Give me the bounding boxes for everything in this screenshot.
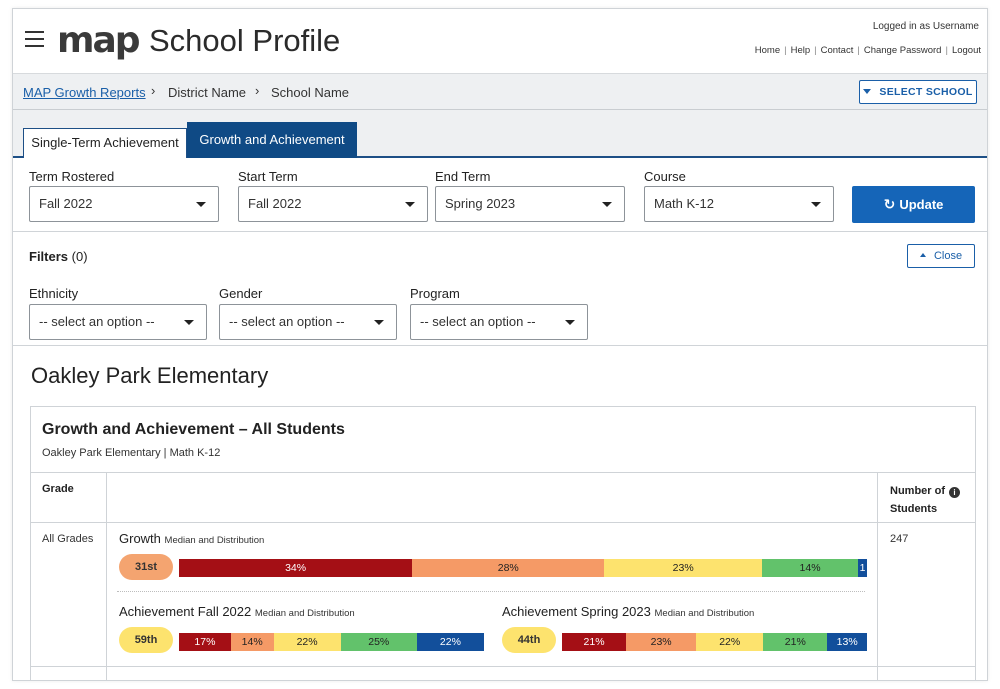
- ach_fall-segment: 25%: [340, 633, 417, 651]
- growth-segment: 28%: [412, 559, 605, 577]
- divider: [31, 522, 975, 523]
- tab-single-term-achievement[interactable]: Single-Term Achievement: [23, 128, 187, 158]
- menu-icon[interactable]: [25, 31, 45, 47]
- end-term-select[interactable]: Spring 2023: [435, 186, 625, 222]
- gender-label: Gender: [219, 286, 263, 301]
- growth-segment: 34%: [179, 559, 413, 577]
- growth-segment: 1: [858, 559, 867, 577]
- achievement-fall-distribution-bar: 17% 14% 22% 25% 22%: [179, 633, 484, 651]
- ethnicity-select[interactable]: -- select an option --: [29, 304, 207, 340]
- breadcrumb-map-growth-reports[interactable]: MAP Growth Reports: [23, 85, 146, 100]
- app-window: map School Profile Logged in as Username…: [12, 8, 988, 681]
- breadcrumb-separator: ›: [151, 83, 156, 98]
- logged-in-text: Logged in as Username: [872, 21, 979, 32]
- ach_spring-segment: 23%: [626, 633, 697, 651]
- achievement-spring-title: Achievement Spring 2023 Median and Distr…: [502, 604, 755, 619]
- growth-distribution-bar: 34% 28% 23% 14% 1: [179, 559, 867, 577]
- caret-down-icon: [811, 202, 821, 207]
- info-icon[interactable]: i: [949, 487, 960, 498]
- program-label: Program: [410, 286, 460, 301]
- card-subtitle: Oakley Park Elementary | Math K-12: [42, 447, 221, 459]
- caret-up-icon: [919, 253, 926, 257]
- select-school-button[interactable]: SELECT SCHOOL: [859, 80, 977, 104]
- term-rostered-label: Term Rostered: [29, 169, 115, 184]
- column-header-grade: Grade: [42, 483, 74, 495]
- caret-down-icon: [374, 320, 384, 325]
- map-logo: map: [57, 20, 141, 61]
- divider: [106, 472, 107, 680]
- end-term-label: End Term: [435, 169, 491, 184]
- growth-median-badge: 31st: [119, 554, 173, 580]
- caret-down-icon: [196, 202, 206, 207]
- card-title: Growth and Achievement – All Students: [42, 421, 345, 438]
- ach_spring-segment: 21%: [562, 633, 627, 651]
- growth-segment: 23%: [604, 559, 763, 577]
- ach_spring-segment: 13%: [827, 633, 867, 651]
- grade-cell: All Grades: [42, 533, 94, 545]
- ethnicity-label: Ethnicity: [29, 286, 79, 301]
- divider: [117, 591, 865, 592]
- breadcrumb-separator: ›: [255, 83, 260, 98]
- start-term-label: Start Term: [238, 169, 298, 184]
- refresh-icon: ↻: [883, 196, 896, 212]
- home-link[interactable]: Home: [754, 45, 781, 56]
- logout-link[interactable]: Logout: [951, 45, 981, 56]
- breadcrumb-district: District Name: [168, 85, 247, 100]
- achievement-fall-title: Achievement Fall 2022 Median and Distrib…: [119, 604, 355, 619]
- ach_fall-segment: 22%: [273, 633, 341, 651]
- filters-heading: Filters (0): [29, 249, 88, 264]
- caret-down-icon: [565, 320, 575, 325]
- contact-link[interactable]: Contact: [820, 45, 854, 56]
- term-selectors: Term Rostered Fall 2022 Start Term Fall …: [13, 158, 987, 232]
- change-password-link[interactable]: Change Password: [863, 45, 942, 56]
- ach_spring-segment: 21%: [763, 633, 828, 651]
- course-label: Course: [644, 169, 686, 184]
- course-select[interactable]: Math K-12: [644, 186, 834, 222]
- caret-down-icon: [863, 89, 872, 94]
- header: map School Profile Logged in as Username…: [13, 9, 987, 73]
- update-button[interactable]: ↻ Update: [852, 186, 975, 223]
- ach_spring-segment: 22%: [696, 633, 764, 651]
- gender-select[interactable]: -- select an option --: [219, 304, 397, 340]
- achievement-spring-median-badge: 44th: [502, 627, 556, 653]
- term-rostered-select[interactable]: Fall 2022: [29, 186, 219, 222]
- growth-title: Growth Median and Distribution: [119, 531, 265, 546]
- close-filters-button[interactable]: Close: [907, 244, 975, 268]
- tab-bar: Single-Term Achievement Growth and Achie…: [13, 110, 987, 158]
- caret-down-icon: [602, 202, 612, 207]
- growth-segment: 14%: [762, 559, 859, 577]
- breadcrumb: MAP Growth Reports › District Name › Sch…: [13, 73, 987, 110]
- achievement-spring-distribution-bar: 21% 23% 22% 21% 13%: [562, 633, 867, 651]
- divider: [31, 666, 975, 667]
- breadcrumb-school: School Name: [271, 85, 350, 100]
- growth-achievement-card: Growth and Achievement – All Students Oa…: [30, 406, 976, 680]
- filters-panel: Filters (0) Close Ethnicity -- select an…: [13, 232, 987, 346]
- ach_fall-segment: 17%: [179, 633, 231, 651]
- students-cell: 247: [890, 533, 909, 545]
- caret-down-icon: [405, 202, 415, 207]
- ach_fall-segment: 14%: [230, 633, 274, 651]
- program-select[interactable]: -- select an option --: [410, 304, 588, 340]
- caret-down-icon: [184, 320, 194, 325]
- tab-growth-and-achievement[interactable]: Growth and Achievement: [187, 122, 357, 158]
- start-term-select[interactable]: Fall 2022: [238, 186, 428, 222]
- help-link[interactable]: Help: [790, 45, 811, 56]
- divider: [877, 472, 878, 680]
- school-heading: Oakley Park Elementary: [31, 363, 269, 388]
- column-header-students: Number of i Students: [890, 482, 960, 518]
- top-links: Home | Help | Contact | Change Password | Logout: [754, 45, 981, 56]
- achievement-fall-median-badge: 59th: [119, 627, 173, 653]
- ach_fall-segment: 22%: [416, 633, 484, 651]
- filters-count: (0): [71, 249, 88, 264]
- divider: [31, 472, 975, 473]
- page-title: School Profile: [149, 23, 341, 58]
